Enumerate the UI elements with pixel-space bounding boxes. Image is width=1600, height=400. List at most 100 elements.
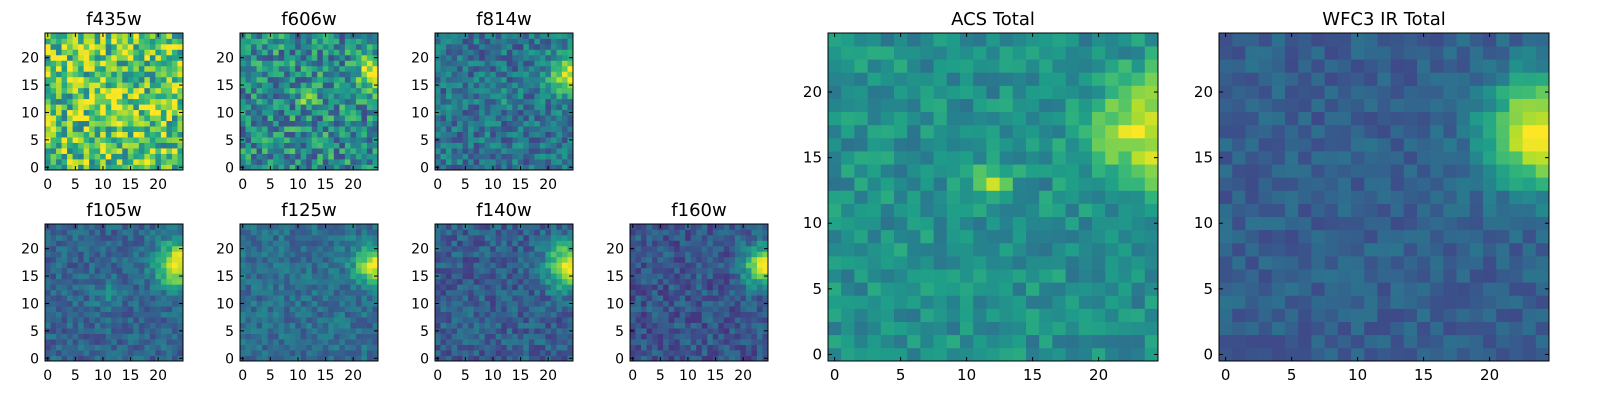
heatmap-cell (372, 240, 379, 247)
heatmap-cell (545, 295, 552, 302)
heatmap-cell (880, 334, 895, 349)
heatmap-cell (366, 300, 373, 307)
heatmap-cell (484, 43, 491, 50)
heatmap-cell (267, 60, 274, 67)
heatmap-cell (641, 278, 647, 285)
heatmap-cell (372, 306, 379, 313)
heatmap-cell (646, 245, 653, 252)
heatmap-cell (484, 322, 491, 329)
heatmap-cell (473, 224, 480, 230)
heatmap-cell (245, 333, 252, 340)
heatmap-cell (56, 126, 62, 132)
heatmap-cell (451, 322, 458, 329)
y-tick-label: 15 (216, 78, 234, 94)
heatmap-cell (339, 131, 346, 138)
heatmap-cell (986, 334, 1000, 349)
heatmap-cell (284, 43, 291, 50)
heatmap-cell (83, 120, 90, 127)
heatmap-cell (828, 151, 842, 165)
heatmap-cell (946, 242, 961, 257)
heatmap-cell (50, 93, 57, 100)
y-tick-label: 5 (30, 133, 39, 149)
heatmap-cell (635, 350, 642, 356)
heatmap-cell (539, 148, 546, 154)
heatmap-cell (1092, 216, 1106, 231)
heatmap-cell (539, 350, 546, 356)
heatmap-cell (177, 256, 184, 263)
heatmap-cell (251, 33, 257, 39)
heatmap-cell (512, 262, 519, 269)
heatmap-cell (523, 306, 530, 313)
heatmap-cell (718, 311, 725, 318)
heatmap-cell (451, 142, 458, 149)
heatmap-cell (160, 300, 167, 307)
heatmap-cell (311, 289, 318, 296)
heatmap-cell (83, 87, 90, 94)
heatmap-cell (740, 234, 747, 241)
heatmap-cell (435, 153, 441, 160)
heatmap-cell (155, 131, 162, 138)
heatmap-cell (61, 131, 68, 138)
heatmap-cell (256, 229, 263, 236)
heatmap-cell (50, 38, 57, 45)
heatmap-cell (72, 333, 79, 340)
heatmap-cell (920, 190, 934, 204)
heatmap-cell (528, 104, 535, 111)
heatmap-cell (344, 300, 351, 307)
heatmap-cell (473, 82, 480, 89)
heatmap-cell (245, 267, 252, 274)
heatmap-cell (273, 142, 279, 149)
heatmap-cell (484, 284, 491, 291)
heatmap-cell (946, 216, 961, 231)
heatmap-cell (133, 234, 140, 241)
heatmap-cell (440, 43, 447, 50)
heatmap-cell (723, 273, 730, 280)
heatmap-cell (160, 38, 167, 45)
heatmap-cell (646, 306, 653, 313)
heatmap-cell (361, 317, 368, 323)
heatmap-cell (501, 159, 508, 165)
heatmap-cell (100, 251, 107, 258)
heatmap-cell (111, 317, 118, 323)
heatmap-cell (528, 333, 535, 340)
heatmap-cell (841, 151, 855, 165)
heatmap-cell (300, 159, 307, 165)
heatmap-cell (89, 300, 96, 307)
heatmap-cell (479, 355, 486, 362)
heatmap-cell (523, 355, 530, 362)
heatmap-cell (451, 120, 458, 127)
heatmap-cell (289, 267, 296, 274)
heatmap-cell (149, 355, 156, 362)
heatmap-cell (61, 245, 68, 252)
heatmap-cell (490, 109, 497, 116)
heatmap-cell (907, 295, 921, 309)
heatmap-cell (484, 300, 491, 307)
heatmap-cell (440, 251, 447, 258)
heatmap-cell (177, 240, 184, 247)
heatmap-cell (317, 344, 324, 351)
heatmap-cell (446, 109, 452, 116)
heatmap-cell (567, 322, 574, 329)
heatmap-cell (435, 115, 441, 122)
heatmap-cell (245, 76, 252, 83)
heatmap-cell (89, 355, 96, 362)
heatmap-cell (361, 104, 368, 111)
heatmap-cell (561, 229, 568, 236)
heatmap-cell (435, 43, 441, 50)
heatmap-cell (149, 300, 156, 307)
heatmap-cell (740, 306, 747, 313)
heatmap-cell (723, 262, 730, 269)
heatmap-cell (451, 284, 458, 291)
heatmap-cell (490, 300, 497, 307)
heatmap-cell (657, 339, 664, 345)
heatmap-cell (468, 33, 474, 39)
heatmap-cell (567, 49, 574, 56)
heatmap-cell (138, 245, 145, 252)
heatmap-cell (100, 311, 107, 318)
heatmap-cell (641, 234, 647, 241)
heatmap-cell (278, 295, 285, 302)
heatmap-cell (245, 164, 252, 171)
heatmap-cell (240, 229, 246, 236)
heatmap-cell (534, 148, 541, 154)
heatmap-cell (517, 98, 524, 105)
